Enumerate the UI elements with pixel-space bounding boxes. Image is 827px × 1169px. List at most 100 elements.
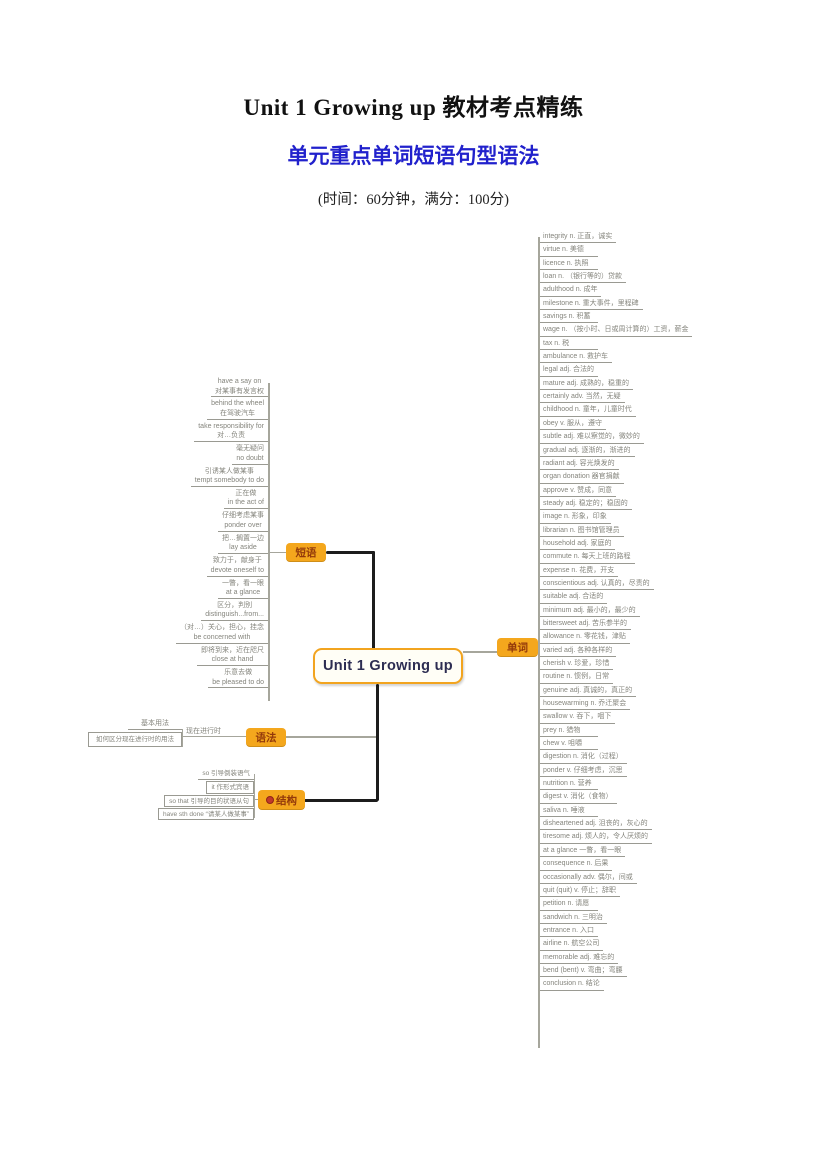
page-subtitle: 单元重点单词短语句型语法 <box>287 145 540 168</box>
word-item: commute n. 每天上班的路程 <box>540 550 635 564</box>
word-item: genuine adj. 真诚的，真正的 <box>540 684 637 698</box>
word-item: prey n. 猎物 <box>540 724 598 738</box>
phrase-item: 把…搁置一边 lay aside <box>218 532 268 555</box>
word-item: minimum adj. 最小的，最少的 <box>540 604 640 617</box>
word-item: sandwich n. 三明治 <box>540 911 607 924</box>
word-item: nutrition n. 营养 <box>540 777 598 791</box>
phrases-connector-line <box>268 551 286 553</box>
word-item: allowance n. 零花钱，津贴 <box>540 630 630 644</box>
phrase-line1: have a say on <box>217 378 262 385</box>
word-item: routine n. 惯例，日常 <box>540 670 614 684</box>
word-item: childhood n. 童年，儿童时代 <box>540 403 636 417</box>
word-item: swallow v. 吞下，咽下 <box>540 710 616 724</box>
spine-bottom-vertical <box>376 684 379 801</box>
structure-children-trunk <box>254 774 255 818</box>
word-item: conscientious adj. 认真的，尽责的 <box>540 577 654 591</box>
phrase-line1: 一瞥，看一眼 <box>222 579 264 587</box>
phrase-line2: at a glance <box>225 589 261 597</box>
phrase-line1: 正在做 <box>235 489 257 497</box>
spine-top-horizontal <box>326 550 375 554</box>
word-item: ponder v. 仔细考虑，沉思 <box>540 764 627 778</box>
phrase-line2: distinguish...from... <box>205 611 264 619</box>
phrase-line2: tempt somebody to do <box>194 477 264 485</box>
word-item: organ donation 器官捐献 <box>540 470 624 484</box>
phrase-line1: take responsibility for <box>198 422 264 430</box>
central-topic: Unit 1 Growing up <box>313 648 463 684</box>
grammar-children-line <box>182 736 246 737</box>
word-item: steady adj. 稳定的；稳固的 <box>540 497 632 511</box>
word-item: quit (quit) v. 停止；辞职 <box>540 884 620 898</box>
word-item: approve v. 赞成，同意 <box>540 484 617 497</box>
word-trunk-line <box>538 237 540 1048</box>
phrase-line1: 乐意去做 <box>224 669 253 677</box>
words-connector-line <box>463 651 497 653</box>
word-item: household adj. 家庭的 <box>540 537 616 551</box>
word-item: milestone n. 重大事件，里程碑 <box>540 297 643 311</box>
phrase-line1: 致力于，献身于 <box>212 557 262 565</box>
phrase-item: 致力于，献身于 devote oneself to <box>206 554 268 577</box>
word-item: obey v. 服从，遵守 <box>540 417 606 431</box>
phrase-item: 一瞥，看一眼 at a glance <box>218 577 268 599</box>
phrase-item: 区分，判别 distinguish...from... <box>201 599 268 622</box>
branch-label-structure: 结构 <box>258 790 305 810</box>
phrase-line2: no doubt <box>236 454 264 462</box>
structure-item: so that 引导的目的状语从句 <box>164 794 254 807</box>
phrase-item: 乐意去做 be pleased to do <box>208 666 268 689</box>
grammar-item-boxed: 如何区分现在进行时的用法 <box>88 732 182 747</box>
branch-label-words: 单词 <box>497 638 538 657</box>
structure-children-connector <box>254 799 260 800</box>
structure-item: so 引导倒装语气 <box>198 768 254 781</box>
structure-connector-line <box>304 799 378 802</box>
word-item: entrance n. 入口 <box>540 924 598 938</box>
word-item: suitable adj. 合适的 <box>540 590 608 604</box>
phrase-item: behind the wheel 在驾驶汽车 <box>207 397 268 420</box>
structure-list: so 引导倒装语气 it 作形式宾语 so that 引导的目的状语从句 have s… <box>146 768 254 821</box>
word-item: airline n. 航空公司 <box>540 937 604 951</box>
word-item: conclusion n. 结论 <box>540 977 604 991</box>
word-item: memorable adj. 难忘的 <box>540 951 619 964</box>
structure-badge-icon <box>266 796 274 804</box>
word-item: loan n. （银行等的）贷款 <box>540 270 626 284</box>
word-item: housewarming n. 乔迁聚会 <box>540 697 631 711</box>
phrase-line2: be concerned with <box>193 633 251 641</box>
branch-label-grammar-text: 语法 <box>255 732 277 744</box>
page-title: Unit 1 Growing up 教材考点精练 <box>243 95 584 120</box>
phrase-item: 引诱某人做某事 tempt somebody to do <box>190 465 268 487</box>
word-list: integrity n. 正直，诚实 virtue n. 美德 licence n.… <box>540 230 693 991</box>
phrase-line2: devote oneself to <box>210 566 264 574</box>
word-item: digest v. 消化（食物） <box>540 790 617 804</box>
phrase-trunk-line <box>268 383 270 701</box>
grammar-subtopic: 现在进行时 <box>186 728 221 735</box>
branch-label-phrases: 短语 <box>286 543 326 562</box>
exam-info-line: (时间：60分钟，满分：100分) <box>318 192 509 208</box>
phrase-line2: in the act of <box>227 499 264 507</box>
word-item: saliva n. 唾液 <box>540 804 598 818</box>
word-item: tax n. 税 <box>540 337 598 351</box>
branch-label-structure-text: 结构 <box>276 794 297 807</box>
phrase-item: 仔细考虑某事 ponder over <box>218 509 268 532</box>
grammar-connector-line <box>286 736 376 738</box>
word-item: bend (bent) v. 弯曲；弯腰 <box>540 964 627 978</box>
word-item: at a glance 一瞥，看一眼 <box>540 844 626 858</box>
word-item: chew v. 咀嚼 <box>540 737 598 751</box>
phrase-line1: 区分，判别 <box>217 601 253 609</box>
phrase-line2: 对…负责 <box>217 432 246 440</box>
word-item: integrity n. 正直，诚实 <box>540 230 617 244</box>
word-item: radiant adj. 容光焕发的 <box>540 457 619 471</box>
phrase-item: 毫无疑问 no doubt <box>232 442 268 465</box>
structure-item: it 作形式宾语 <box>206 781 254 794</box>
phrase-list: have a say on 对某事有发言权 behind the wheel 在… <box>160 375 268 689</box>
word-item: wage n. （按小时、日或周计算的）工资，薪金 <box>540 323 693 337</box>
word-item: adulthood n. 成年 <box>540 283 602 297</box>
phrase-item: 即将到来，近在咫尺 close at hand <box>197 644 268 667</box>
word-item: consequence n. 后果 <box>540 857 613 871</box>
grammar-item-basic: 基本用法 <box>128 718 182 730</box>
structure-item: have sth done “请某人做某事” <box>158 807 254 821</box>
word-item: cherish v. 珍爱，珍惜 <box>540 657 614 671</box>
word-item: expense n. 花费，开支 <box>540 564 619 577</box>
phrase-line1: 引诱某人做某事 <box>204 467 254 475</box>
word-item: virtue n. 美德 <box>540 243 598 257</box>
phrase-item: （对…）关心，担心，挂念 be concerned with <box>176 621 268 644</box>
word-item: digestion n. 消化（过程） <box>540 750 627 764</box>
